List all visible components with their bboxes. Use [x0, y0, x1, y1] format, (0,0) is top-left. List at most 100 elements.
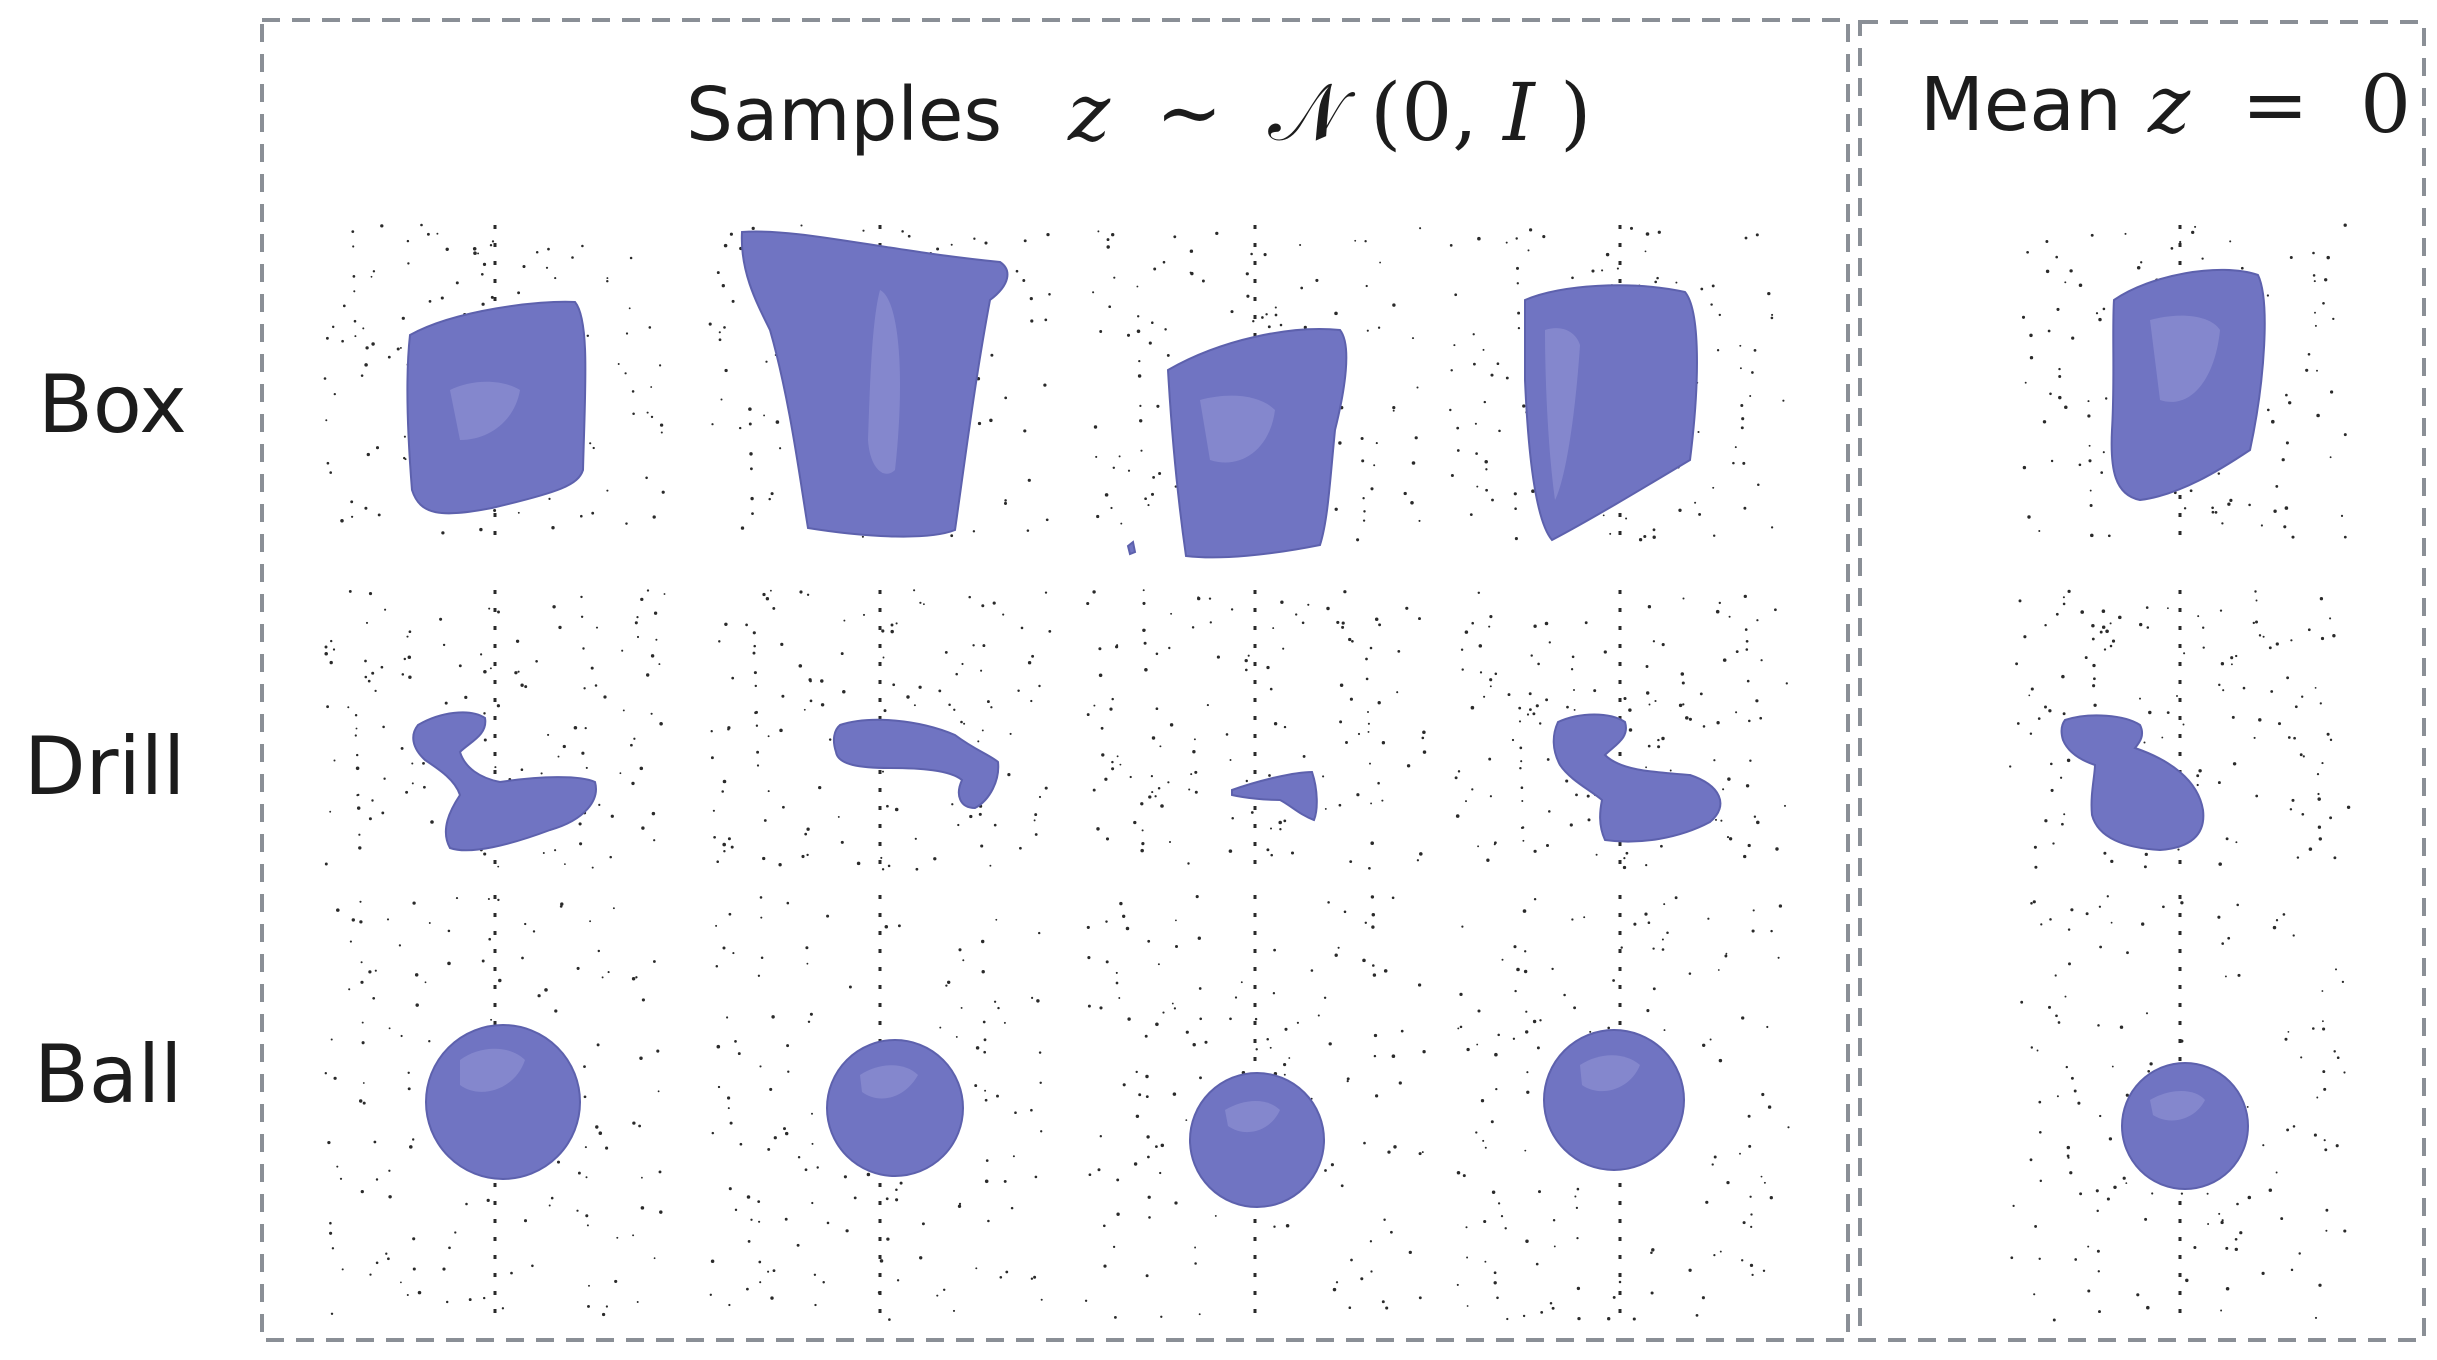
point-cloud-dot: [554, 277, 557, 280]
point-cloud-dot: [1334, 953, 1338, 957]
point-cloud-dot: [2090, 533, 2094, 538]
point-cloud-dot: [782, 805, 785, 809]
point-cloud-dot: [2321, 762, 2324, 765]
point-cloud-dot: [517, 511, 520, 514]
point-cloud-dot: [2101, 609, 2106, 613]
point-cloud-dot: [1162, 260, 1166, 264]
point-cloud-dot: [1755, 233, 1759, 237]
point-cloud-dot: [996, 1094, 999, 1098]
point-cloud-dot: [1194, 1246, 1197, 1249]
point-cloud-dot: [1105, 837, 1110, 841]
point-cloud-dot: [1383, 969, 1388, 973]
point-cloud-dot: [1748, 1144, 1752, 1148]
point-cloud-dot: [2140, 261, 2143, 264]
point-cloud-dot: [2012, 1204, 2015, 1208]
point-cloud-dot: [1470, 705, 1475, 710]
point-cloud-dot: [2141, 922, 2145, 926]
point-cloud-dot: [1137, 374, 1142, 378]
point-cloud-dot: [2224, 975, 2227, 978]
point-cloud-dot: [652, 960, 656, 963]
point-cloud-dot: [1771, 313, 1774, 316]
point-cloud-dot: [2333, 856, 2337, 860]
point-cloud-dot: [2107, 534, 2111, 538]
point-cloud-dot: [2294, 705, 2298, 709]
point-cloud-dot: [1283, 725, 1287, 729]
point-cloud-dot: [1157, 963, 1160, 966]
point-cloud-dot: [1023, 239, 1027, 243]
point-cloud-dot: [960, 720, 963, 724]
point-cloud-dot: [2092, 663, 2096, 668]
point-cloud-dot: [632, 1121, 636, 1125]
point-cloud-dot: [1650, 1291, 1654, 1295]
point-cloud-dot: [1751, 1273, 1754, 1277]
point-cloud-dot: [1172, 1092, 1177, 1096]
point-cloud-dot: [2307, 628, 2311, 632]
point-cloud-dot: [769, 589, 772, 592]
point-cloud-dot: [1525, 1239, 1529, 1243]
point-cloud-dot: [883, 709, 887, 713]
point-cloud-dot: [1515, 237, 1518, 240]
point-cloud-dot: [840, 652, 844, 656]
point-cloud-dot: [554, 849, 557, 852]
point-cloud-dot: [2230, 663, 2233, 666]
point-cloud-dot: [2326, 732, 2330, 736]
point-cloud-dot: [1105, 960, 1109, 964]
point-cloud-dot: [2149, 1062, 2153, 1066]
point-cloud-dot: [1457, 770, 1461, 773]
point-cloud-dot: [636, 1301, 639, 1303]
point-cloud-dot: [366, 452, 370, 457]
point-cloud-dot: [1155, 652, 1159, 656]
point-cloud-dot: [1046, 232, 1050, 237]
point-cloud-dot: [1787, 1126, 1790, 1129]
point-cloud-dot: [1245, 779, 1249, 783]
point-cloud-dot: [1315, 278, 1319, 282]
point-cloud-dot: [1118, 455, 1121, 458]
point-cloud-dot: [362, 1082, 365, 1084]
point-cloud-dot: [1647, 921, 1651, 924]
point-cloud-dot: [2217, 472, 2221, 475]
point-cloud-dot: [350, 515, 354, 518]
point-cloud-dot: [1751, 929, 1755, 933]
point-cloud-dot: [1136, 329, 1141, 334]
point-cloud-dot: [1034, 1175, 1038, 1179]
point-cloud-dot: [1362, 519, 1366, 522]
point-cloud-dot: [989, 418, 993, 423]
point-cloud-dot: [1548, 810, 1551, 813]
point-cloud-dot: [2044, 623, 2047, 627]
point-cloud-dot: [1362, 958, 1366, 963]
point-cloud-dot: [1726, 836, 1730, 839]
point-cloud-dot: [590, 666, 594, 670]
point-cloud-dot: [980, 669, 983, 672]
point-cloud-dot: [1282, 647, 1285, 650]
point-cloud-dot: [1623, 857, 1626, 860]
point-cloud-dot: [1459, 992, 1463, 997]
point-cloud-dot: [2101, 625, 2106, 629]
point-cloud-dot: [2268, 646, 2272, 650]
point-cloud-dot: [1745, 648, 1749, 651]
point-cloud-dot: [1525, 1030, 1529, 1034]
point-cloud-dot: [1033, 1275, 1037, 1279]
point-cloud-dot: [1710, 303, 1713, 306]
point-cloud-dot: [2027, 515, 2031, 519]
point-cloud-dot: [2143, 865, 2147, 869]
point-cloud-dot: [980, 844, 984, 848]
point-cloud-dot: [1476, 485, 1479, 488]
point-cloud-dot: [985, 1159, 989, 1162]
point-cloud-dot: [1038, 795, 1042, 799]
point-cloud-dot: [1225, 733, 1229, 736]
point-cloud-dot: [1385, 1306, 1389, 1310]
point-cloud-dot: [1349, 697, 1353, 701]
point-cloud-dot: [383, 777, 386, 780]
point-cloud-dot: [1657, 230, 1661, 234]
point-cloud-dot: [556, 1160, 561, 1164]
point-cloud-dot: [775, 420, 780, 424]
point-cloud-dot: [2020, 1000, 2024, 1004]
point-cloud-dot: [362, 327, 365, 330]
point-cloud-dot: [1392, 409, 1395, 412]
point-cloud-dot: [755, 724, 759, 727]
point-cloud-dot: [354, 714, 358, 717]
point-cloud-dot: [1739, 344, 1742, 347]
point-cloud-dot: [1652, 535, 1656, 539]
point-cloud-dot: [1466, 1047, 1470, 1052]
point-cloud-dot: [951, 803, 954, 806]
